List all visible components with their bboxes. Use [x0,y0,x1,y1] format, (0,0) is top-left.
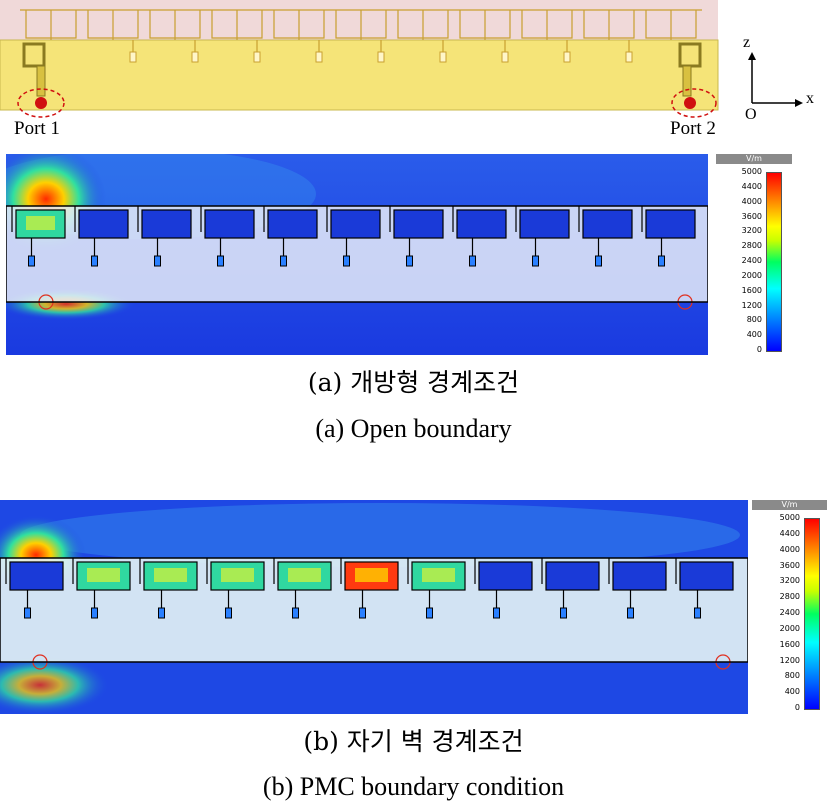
unit-cell [72,558,131,619]
caption-b-english: (b) PMC boundary condition [262,772,565,801]
colorbar-tick: 2000 [779,623,800,633]
unit-cell [82,9,144,63]
unit-cell [137,206,192,267]
colorbar-tick: 4400 [741,181,762,191]
unit-cell [273,558,332,619]
field-plot-pmc [0,500,749,715]
unit-cell [515,206,570,267]
unit-cell [326,206,381,267]
colorbar-tick: 800 [746,315,762,325]
colorbar-tick: 5000 [741,167,762,176]
colorbar-tick: 1600 [779,639,800,649]
unit-cell [452,206,507,267]
colorbar-tick: 2800 [779,592,800,602]
axis-triad [748,52,803,107]
colorbar-gradient [766,172,782,352]
colorbar-tick: 4000 [741,196,762,206]
colorbar-tick: 4000 [779,544,800,554]
colorbar-tick: 2400 [741,256,762,265]
caption-a-english: (a) Open boundary [315,414,512,443]
colorbar-tick: 800 [784,671,800,681]
axis-z-label: z [743,34,751,51]
port2-label: Port 2 [670,118,716,139]
unit-cell [474,558,533,619]
unit-cell [200,206,255,267]
port1-marker [17,88,65,118]
colorbar-tick: 3200 [741,226,762,236]
unit-cell [389,206,444,267]
colorbar-tick: 2800 [741,241,762,251]
colorbar-tick: 1200 [741,300,762,310]
unit-cell [74,206,129,267]
unit-cell [578,9,640,63]
unit-cell [139,558,198,619]
colorbar-tick: 400 [746,330,762,340]
unit-cell [578,206,633,267]
colorbar-tick: 400 [784,687,800,697]
colorbar-tick: 3600 [779,560,800,570]
colorbar-tick: 2400 [779,608,800,617]
unit-cell [20,9,82,40]
antenna-geometry-view: Port 1 Port 2 z x O [0,0,827,140]
unit-cell [454,9,516,63]
caption-a-korean: (a) 개방형 경계조건 [307,368,520,397]
port2-marker [671,88,717,118]
unit-cell [608,558,667,619]
unit-cell [268,9,330,63]
unit-cell [541,558,600,619]
unit-cell [144,9,206,63]
unit-cell [640,9,702,40]
port1-label: Port 1 [14,118,60,139]
caption-b-korean: (b) 자기 벽 경계조건 [303,727,524,756]
axis-origin-label: O [745,106,757,123]
unit-cell [263,206,318,267]
colorbar-tick: 0 [794,703,800,712]
colorbar-tick: 5000 [779,513,800,522]
colorbar-pmc: V/m 5000 4400 4000 3600 3200 2800 2400 2000 1600… [752,500,827,714]
unit-cell [11,206,66,267]
colorbar-tick: 4400 [779,528,800,538]
unit-cell [641,206,696,267]
colorbar-unit: V/m [752,500,827,510]
unit-cell [206,558,265,619]
colorbar-tick: 0 [756,345,762,354]
unit-cell [5,558,64,619]
colorbar-unit: V/m [716,154,792,164]
unit-cell [340,558,399,619]
unit-cell [206,9,268,63]
field-map-open [0,144,709,355]
field-plot-open [0,144,709,355]
colorbar-open: V/m 5000 4400 4000 3600 3200 2800 2400 2000 1600… [716,154,792,356]
field-map-pmc [0,500,749,715]
colorbar-tick: 2000 [741,270,762,280]
unit-cell [675,558,734,619]
colorbar-tick: 1200 [779,655,800,665]
unit-cell [330,9,392,63]
colorbar-tick: 3200 [779,576,800,586]
colorbar-gradient [804,518,820,710]
colorbar-tick: 3600 [741,211,762,221]
axis-x-label: x [806,90,814,107]
antenna-geometry [0,0,803,118]
unit-cell [516,9,578,63]
colorbar-tick: 1600 [741,285,762,295]
unit-cell [407,558,466,619]
unit-cell [392,9,454,63]
